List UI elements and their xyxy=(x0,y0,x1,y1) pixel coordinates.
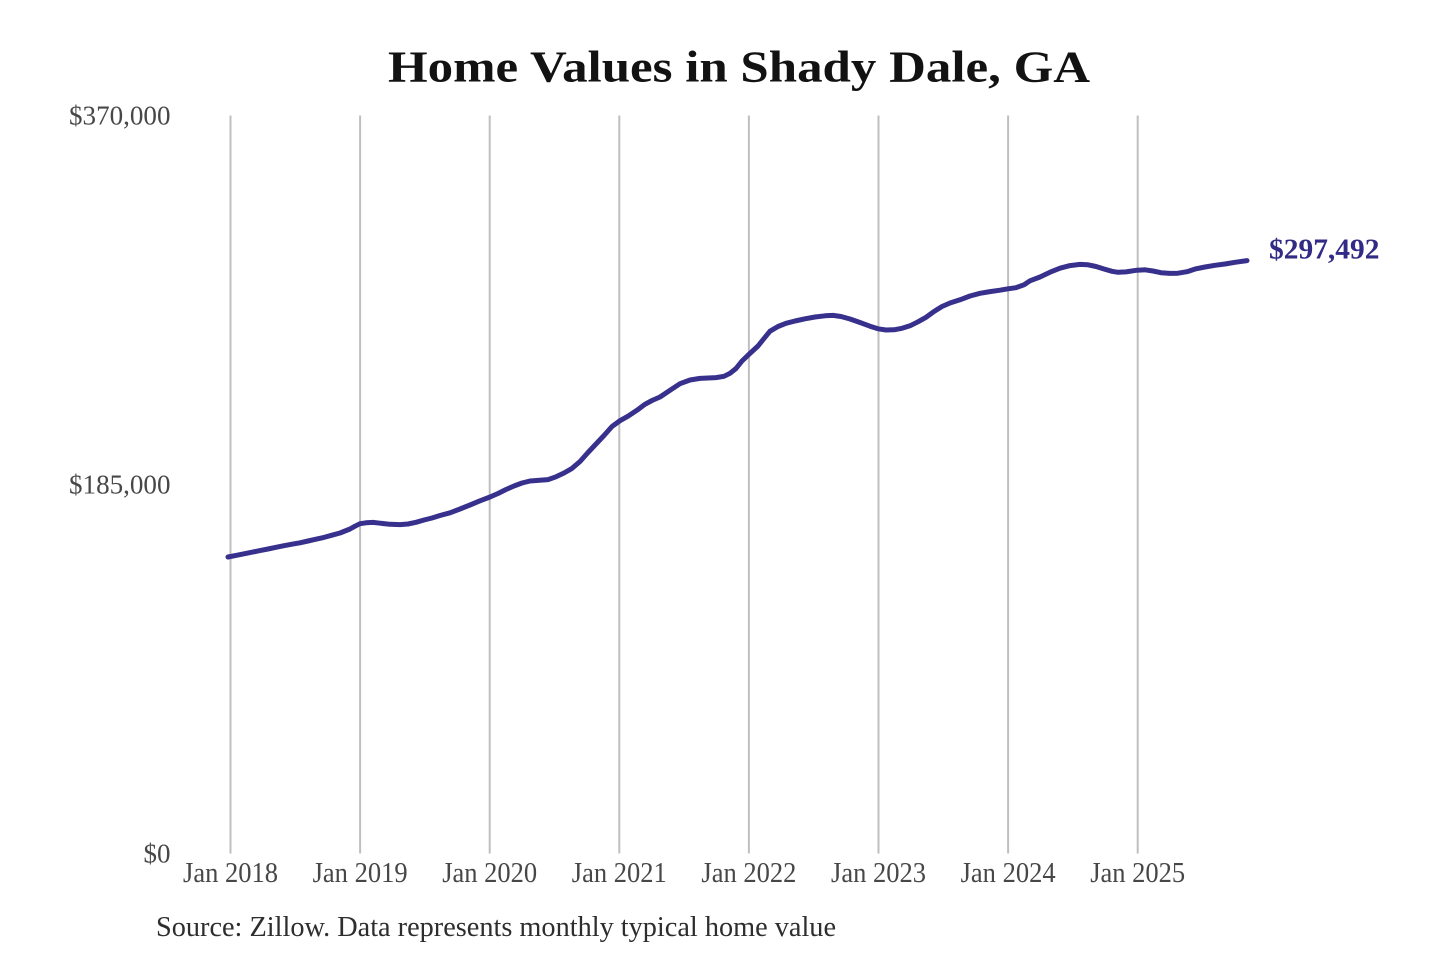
svg-text:Jan 2020: Jan 2020 xyxy=(442,858,537,889)
svg-text:$0: $0 xyxy=(144,838,171,868)
svg-text:Jan 2024: Jan 2024 xyxy=(961,858,1056,889)
svg-text:Jan 2023: Jan 2023 xyxy=(831,858,926,889)
svg-text:Home Values in Shady Dale, GA: Home Values in Shady Dale, GA xyxy=(388,43,1090,92)
svg-text:$297,492: $297,492 xyxy=(1269,235,1380,266)
svg-text:Jan 2022: Jan 2022 xyxy=(701,858,796,889)
svg-text:Jan 2025: Jan 2025 xyxy=(1090,858,1185,889)
svg-text:Source: Zillow. Data represent: Source: Zillow. Data represents monthly … xyxy=(156,912,836,943)
svg-text:$370,000: $370,000 xyxy=(69,100,171,130)
svg-text:$185,000: $185,000 xyxy=(69,469,171,499)
svg-text:Jan 2018: Jan 2018 xyxy=(183,858,278,889)
svg-text:Jan 2021: Jan 2021 xyxy=(572,858,667,889)
svg-text:Jan 2019: Jan 2019 xyxy=(313,858,408,889)
